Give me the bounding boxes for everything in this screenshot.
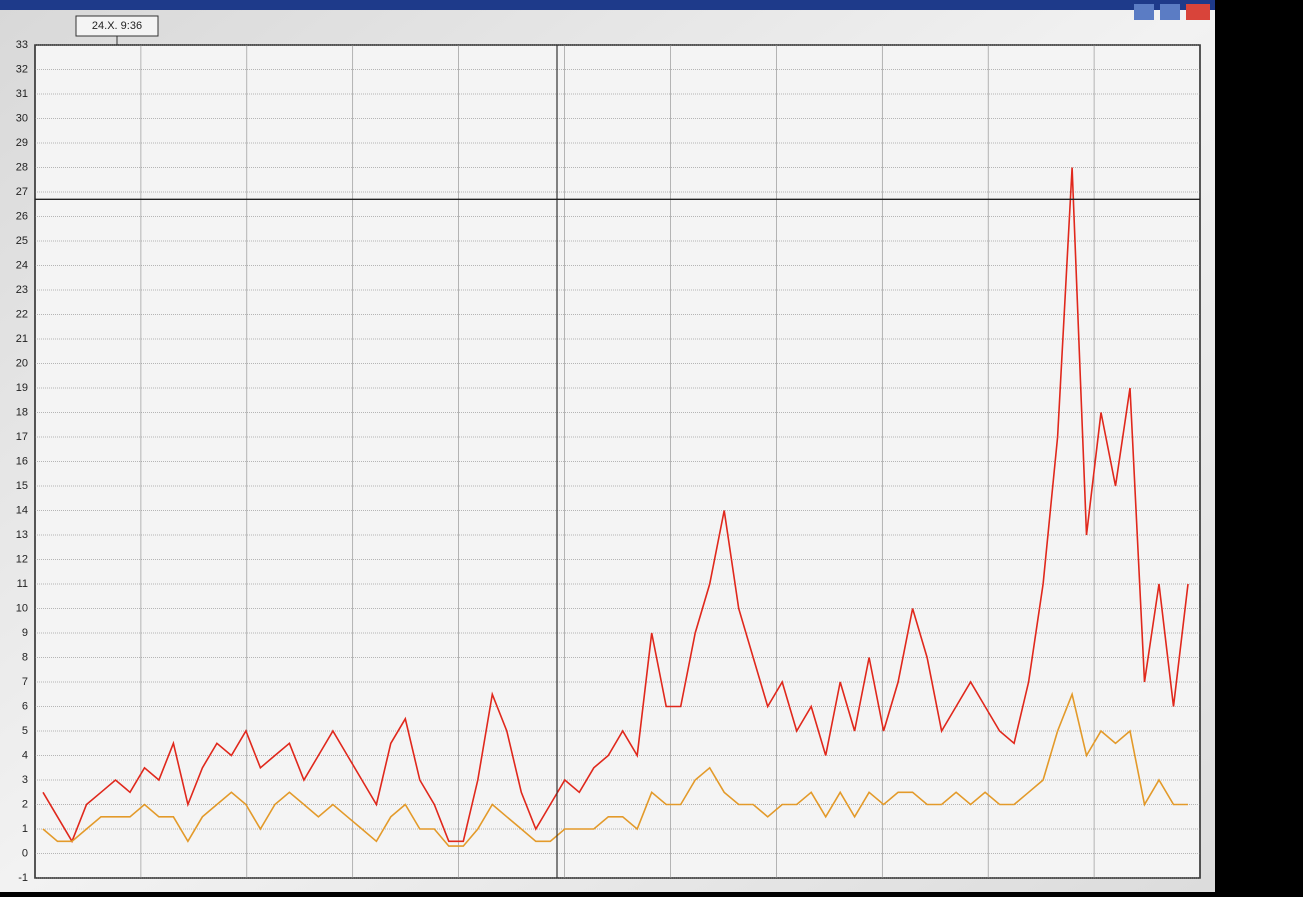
y-tick-label: 0 [22,847,28,859]
y-tick-label: 26 [16,210,28,222]
y-tick-label: 25 [16,235,28,247]
close-button[interactable] [1186,4,1210,20]
y-tick-label: 31 [16,88,28,100]
screen: 24.X. 9:36 -1012345678910111213141516171… [0,0,1303,892]
y-tick-label: 3 [22,774,28,786]
y-tick-label: 21 [16,333,28,345]
y-tick-label: 32 [16,63,28,75]
y-tick-label: 1 [22,823,28,835]
y-tick-label: 18 [16,406,28,418]
y-tick-label: 5 [22,725,28,737]
y-tick-label: 15 [16,480,28,492]
maximize-button[interactable] [1160,4,1180,20]
y-tick-label: 11 [17,578,28,590]
y-tick-label: 29 [16,137,28,149]
y-tick-label: 20 [16,357,28,369]
y-tick-label: 9 [22,627,28,639]
y-tick-label: 16 [16,455,28,467]
y-tick-label: -1 [18,872,28,884]
y-tick-label: 23 [16,284,28,296]
title-bar [0,0,1215,10]
y-tick-label: 27 [16,186,28,198]
y-tick-label: 17 [16,431,28,443]
cursor-label: 24.X. 9:36 [92,20,142,32]
y-tick-label: 13 [16,529,28,541]
y-tick-label: 22 [16,308,28,320]
plot: -101234567891011121314151617181920212223… [16,36,1200,884]
y-tick-label: 28 [16,161,28,173]
y-tick-label: 24 [16,259,28,271]
y-tick-label: 14 [16,504,28,516]
minimize-button[interactable] [1134,4,1154,20]
y-tick-label: 7 [22,676,28,688]
y-tick-label: 4 [22,749,28,761]
y-tick-label: 12 [16,553,28,565]
y-tick-label: 6 [22,700,28,712]
y-tick-label: 19 [16,382,28,394]
y-tick-label: 10 [16,602,28,614]
y-tick-label: 8 [22,651,28,663]
y-tick-label: 2 [22,798,28,810]
y-tick-label: 33 [16,39,28,51]
y-tick-label: 30 [16,112,28,124]
